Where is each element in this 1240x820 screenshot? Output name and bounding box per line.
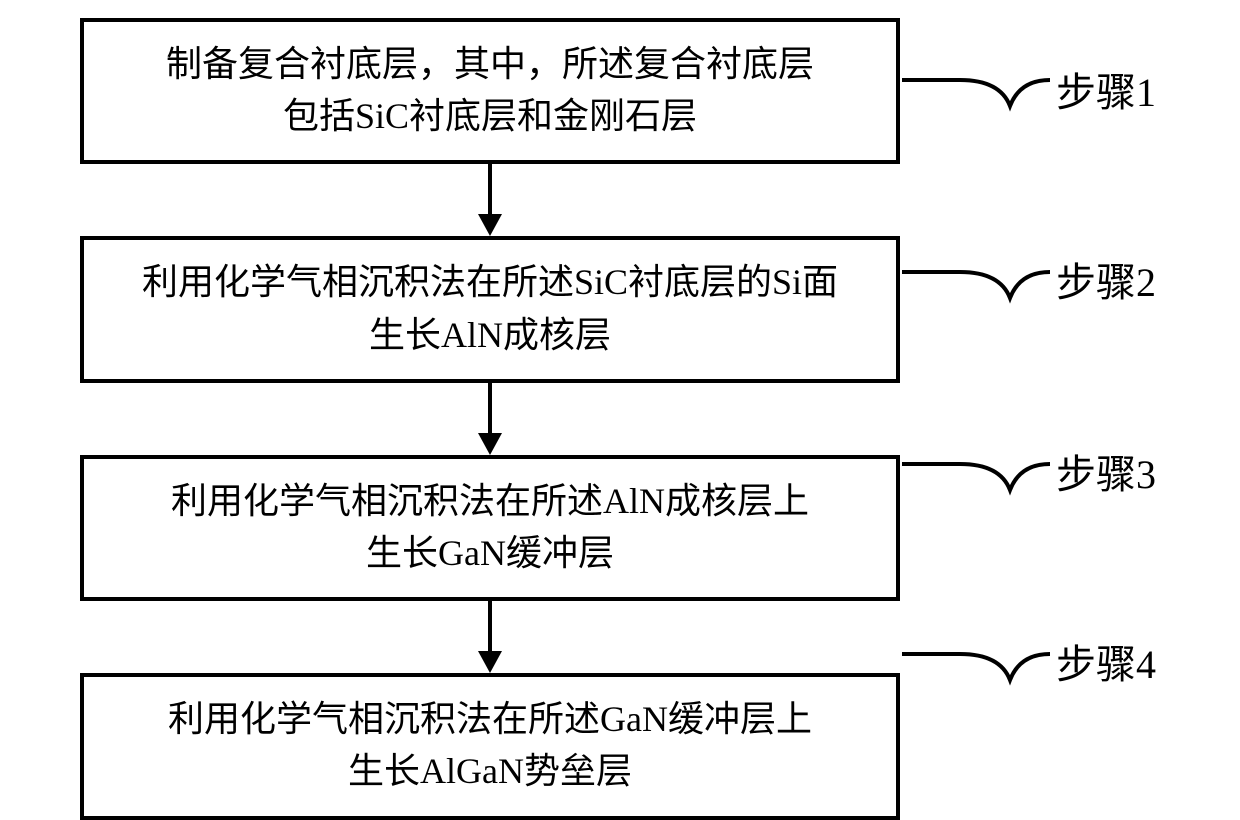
flow-column: 制备复合衬底层，其中，所述复合衬底层 包括SiC衬底层和金刚石层 利用化学气相沉… [80,18,900,820]
step-box-4-line1: 利用化学气相沉积法在所述GaN缓冲层上 [168,699,812,739]
arrow-down-icon [470,383,510,455]
step-label-3: 步骤3 [1056,442,1156,500]
step-label-4: 步骤4 [1056,632,1156,690]
step-box-4: 利用化学气相沉积法在所述GaN缓冲层上 生长AlGaN势垒层 [80,673,900,819]
arrow-down-icon [470,164,510,236]
step-label-1: 步骤1 [1056,60,1156,118]
arrow-3-4 [80,601,900,673]
flowchart-stage: 制备复合衬底层，其中，所述复合衬底层 包括SiC衬底层和金刚石层 利用化学气相沉… [0,0,1240,746]
step-box-1-line1: 制备复合衬底层，其中，所述复合衬底层 [166,44,814,84]
step-box-2-line2: 生长AlN成核层 [369,315,611,355]
step-box-2: 利用化学气相沉积法在所述SiC衬底层的Si面 生长AlN成核层 [80,236,900,382]
step-box-3-line1: 利用化学气相沉积法在所述AlN成核层上 [171,481,809,521]
arrow-1-2 [80,164,900,236]
arrow-down-icon [470,601,510,673]
step-box-2-line1: 利用化学气相沉积法在所述SiC衬底层的Si面 [142,262,838,302]
arrow-2-3 [80,383,900,455]
step-box-3-line2: 生长GaN缓冲层 [366,533,614,573]
step-box-4-line2: 生长AlGaN势垒层 [348,751,632,791]
step-box-1-line2: 包括SiC衬底层和金刚石层 [283,96,697,136]
step-box-3: 利用化学气相沉积法在所述AlN成核层上 生长GaN缓冲层 [80,455,900,601]
step-box-1: 制备复合衬底层，其中，所述复合衬底层 包括SiC衬底层和金刚石层 [80,18,900,164]
step-label-2: 步骤2 [1056,250,1156,308]
